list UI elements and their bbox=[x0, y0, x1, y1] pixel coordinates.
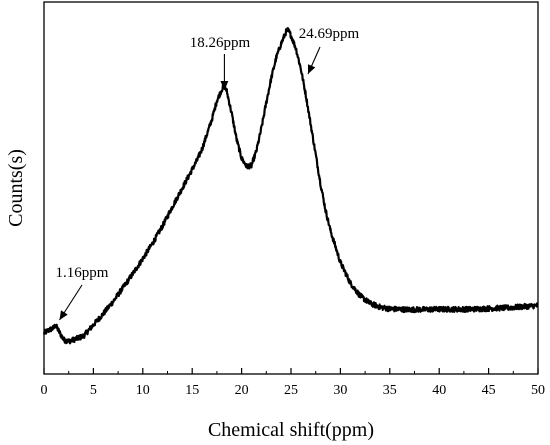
x-tick-label: 10 bbox=[136, 383, 150, 398]
x-tick-label: 45 bbox=[482, 383, 496, 398]
arrow-head-icon bbox=[59, 310, 68, 320]
x-tick-label: 15 bbox=[185, 383, 199, 398]
x-tick-label: 40 bbox=[432, 383, 446, 398]
x-tick-label: 0 bbox=[41, 383, 48, 398]
x-tick-label: 50 bbox=[531, 383, 545, 398]
arrow-head-icon bbox=[308, 64, 316, 74]
peak-label: 24.69ppm bbox=[299, 26, 360, 42]
x-tick-label: 30 bbox=[333, 383, 347, 398]
x-tick-label: 35 bbox=[383, 383, 397, 398]
annotation-layer: 1.16ppm 18.26ppm 24.69ppm bbox=[56, 26, 360, 321]
peak-label: 18.26ppm bbox=[190, 35, 251, 51]
arrow-head-icon bbox=[220, 81, 229, 90]
x-tick-label: 25 bbox=[284, 383, 298, 398]
x-axis-title: Chemical shift(ppm) bbox=[208, 419, 374, 441]
y-axis-title: Counts(s) bbox=[5, 149, 27, 227]
x-tick-label: 5 bbox=[90, 383, 97, 398]
plot-frame bbox=[43, 1, 539, 375]
spectrum-line bbox=[42, 27, 539, 345]
x-tick-label: 20 bbox=[235, 383, 249, 398]
peak-label: 1.16ppm bbox=[56, 265, 109, 281]
tick-layer: 0 5 10 15 20 25 30 35 40 45 50 bbox=[41, 368, 545, 398]
